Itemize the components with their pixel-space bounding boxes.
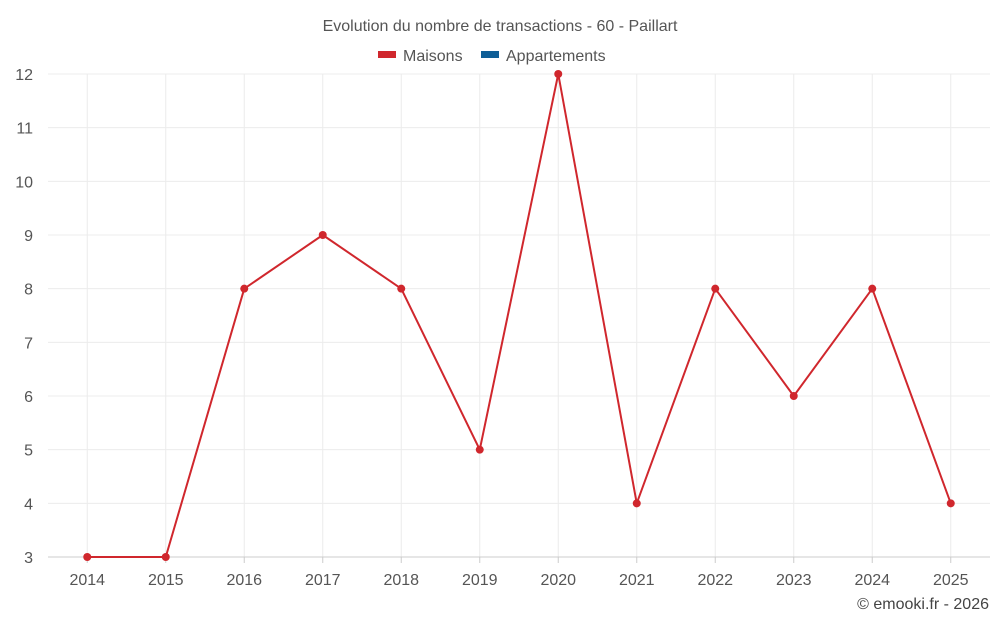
x-axis: 2014 2015 2016 2017 2018 2019 2020 2021 2022 2023… <box>48 556 990 589</box>
legend-item-appartements[interactable]: Appartements <box>481 48 606 65</box>
legend-swatch-appartements <box>481 51 499 58</box>
data-point[interactable] <box>632 499 641 508</box>
data-point[interactable] <box>475 445 484 454</box>
legend-label-maisons: Maisons <box>403 48 463 65</box>
legend: Maisons Appartements <box>378 48 606 65</box>
y-tick-label: 10 <box>15 174 33 191</box>
data-point[interactable] <box>161 553 170 561</box>
data-point[interactable] <box>554 70 563 78</box>
series-layer <box>83 70 955 561</box>
y-axis: 3 4 5 6 7 8 9 10 11 12 <box>15 67 33 567</box>
x-tick-label: 2014 <box>69 572 105 589</box>
x-tick-label: 2015 <box>148 572 184 589</box>
legend-label-appartements: Appartements <box>506 48 606 65</box>
y-tick-label: 12 <box>15 67 33 84</box>
x-tick-label: 2017 <box>305 572 341 589</box>
legend-swatch-maisons <box>378 51 396 58</box>
legend-item-maisons[interactable]: Maisons <box>378 48 463 65</box>
x-tick-label: 2020 <box>540 572 576 589</box>
y-tick-label: 7 <box>24 335 33 352</box>
data-point[interactable] <box>397 284 406 293</box>
y-tick-label: 6 <box>24 389 33 406</box>
x-tick-label: 2022 <box>697 572 733 589</box>
y-tick-label: 9 <box>24 228 33 245</box>
series-line-maisons <box>87 73 952 558</box>
chart-title: Evolution du nombre de transactions - 60… <box>323 18 678 35</box>
grid-lines <box>48 73 990 558</box>
x-tick-label: 2021 <box>619 572 655 589</box>
data-point[interactable] <box>868 284 877 293</box>
y-tick-label: 3 <box>24 550 33 567</box>
x-tick-label: 2018 <box>383 572 419 589</box>
data-point[interactable] <box>789 392 798 400</box>
data-point[interactable] <box>946 499 955 508</box>
y-tick-label: 11 <box>16 121 33 138</box>
x-tick-label: 2016 <box>226 572 262 589</box>
y-tick-label: 8 <box>24 282 33 299</box>
x-tick-label: 2025 <box>933 572 969 589</box>
data-point[interactable] <box>240 284 249 293</box>
data-point[interactable] <box>711 284 720 293</box>
x-tick-label: 2019 <box>462 572 498 589</box>
x-tick-label: 2023 <box>776 572 812 589</box>
y-tick-label: 5 <box>24 443 33 460</box>
data-point[interactable] <box>83 553 92 561</box>
y-tick-label: 4 <box>24 496 33 513</box>
credit-text: © emooki.fr - 2026 <box>857 596 989 613</box>
data-point[interactable] <box>318 231 327 239</box>
x-tick-label: 2024 <box>854 572 890 589</box>
